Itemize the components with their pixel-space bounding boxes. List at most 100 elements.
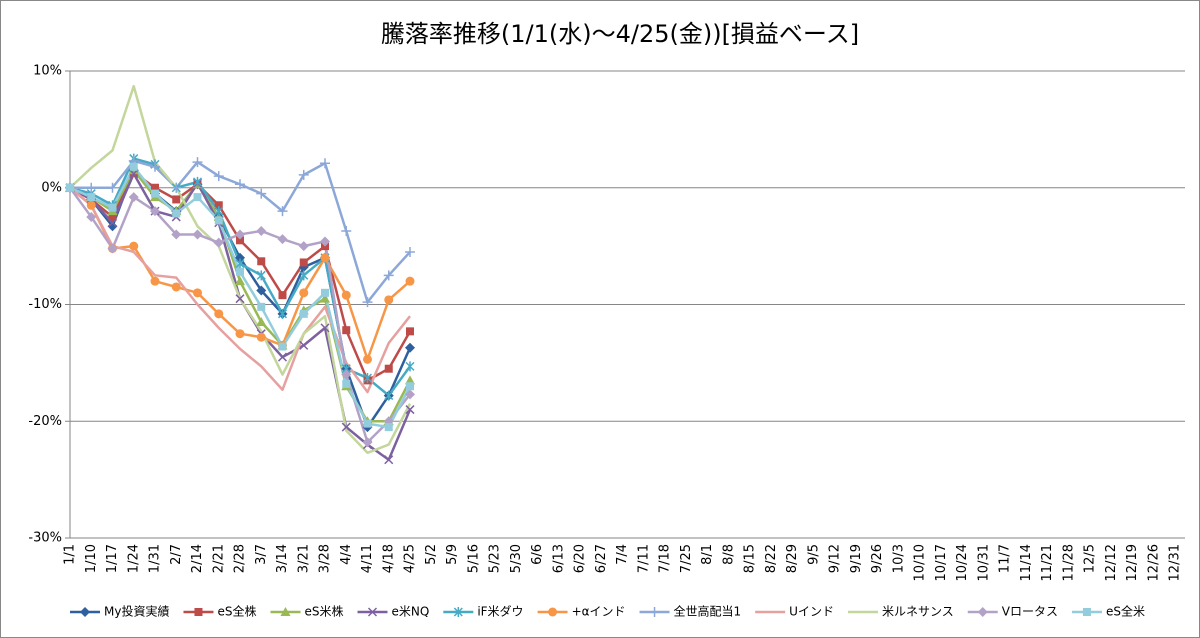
marker [235, 258, 245, 269]
marker [341, 290, 351, 300]
marker [548, 607, 558, 617]
marker [151, 183, 159, 192]
marker [214, 206, 224, 217]
legend-label: eS全株 [217, 604, 256, 619]
marker [171, 229, 182, 240]
x-tick-label: 6/6 [530, 544, 545, 565]
marker [236, 236, 244, 245]
marker [192, 176, 203, 187]
marker [299, 270, 309, 281]
x-tick-label: 7/4 [615, 544, 630, 565]
marker [362, 373, 373, 384]
marker [321, 288, 329, 297]
marker [342, 379, 351, 388]
marker [256, 317, 267, 327]
marker [277, 234, 288, 245]
legend-label: 米ルネサンス [882, 605, 954, 619]
marker [107, 243, 118, 254]
series-line [69, 186, 411, 394]
legend-label: iF米ダウ [477, 604, 523, 619]
marker [193, 193, 202, 202]
marker [256, 188, 267, 199]
marker [213, 171, 224, 182]
marker [108, 212, 117, 221]
marker [171, 282, 181, 292]
marker [235, 229, 245, 240]
x-tick-label: 9/26 [870, 544, 885, 573]
marker [257, 302, 266, 311]
x-tick-label: 9/12 [828, 544, 843, 573]
marker [150, 161, 160, 172]
x-tick-label: 6/13 [551, 544, 566, 573]
x-tick-label: 1/10 [84, 544, 99, 573]
marker [235, 294, 245, 304]
marker [341, 369, 352, 380]
x-tick-label: 11/14 [1019, 544, 1034, 581]
marker [86, 182, 97, 193]
marker [128, 192, 139, 203]
x-tick-label: 8/29 [785, 544, 800, 573]
y-tick-label: -20% [28, 414, 62, 429]
x-tick-label: 3/7 [254, 544, 269, 565]
x-tick-label: 3/28 [318, 544, 333, 573]
x-tick-label: 6/20 [573, 544, 588, 573]
x-tick-label: 12/19 [1125, 544, 1140, 581]
marker [362, 437, 373, 448]
marker [129, 162, 138, 171]
x-tick-label: 9/19 [849, 544, 864, 573]
x-tick-label: 3/21 [296, 544, 311, 573]
marker [107, 218, 118, 228]
marker [405, 342, 415, 353]
marker [256, 225, 267, 236]
marker [298, 241, 309, 252]
x-tick-label: 4/11 [360, 544, 375, 573]
x-tick-label: 12/5 [1083, 544, 1098, 573]
x-tick-label: 3/14 [275, 544, 290, 573]
marker [320, 323, 330, 333]
marker [277, 206, 288, 217]
marker [299, 288, 309, 298]
legend-label: Vロータス [1002, 605, 1058, 619]
marker [384, 295, 394, 305]
marker [362, 297, 373, 308]
x-tick-label: 5/30 [509, 544, 524, 573]
marker [405, 276, 415, 286]
x-tick-label: 10/17 [934, 544, 949, 581]
y-tick-label: -30% [28, 531, 62, 546]
x-tick-label: 9/5 [806, 544, 821, 565]
marker [405, 375, 415, 385]
marker [406, 327, 414, 336]
legend-label: 全世高配当1 [674, 604, 742, 619]
legend-label: e米NQ [392, 605, 430, 619]
marker [192, 157, 203, 168]
marker [405, 361, 415, 372]
marker [384, 364, 393, 373]
marker [235, 276, 245, 286]
marker [86, 211, 97, 222]
marker [194, 608, 203, 616]
x-tick-label: 12/26 [1146, 544, 1161, 581]
x-tick-label: 8/22 [764, 544, 779, 573]
x-tick-label: 5/23 [488, 544, 503, 573]
x-tick-label: 8/8 [721, 544, 736, 565]
marker [320, 158, 330, 169]
x-tick-label: 10/31 [976, 544, 991, 581]
marker [193, 288, 202, 298]
marker [235, 179, 245, 190]
marker [172, 195, 181, 204]
x-tick-label: 12/31 [1168, 544, 1183, 581]
marker [977, 607, 988, 617]
marker [214, 201, 223, 210]
marker [107, 182, 118, 193]
marker [214, 309, 224, 319]
x-tick-label: 7/11 [636, 544, 651, 573]
y-tick-label: 10% [33, 64, 62, 79]
marker [129, 241, 139, 251]
marker [363, 419, 372, 428]
legend-label: My投資実績 [104, 604, 169, 619]
marker [151, 189, 159, 198]
x-tick-label: 11/28 [1061, 544, 1076, 581]
marker [278, 342, 287, 351]
marker [129, 169, 139, 179]
marker [363, 354, 372, 364]
